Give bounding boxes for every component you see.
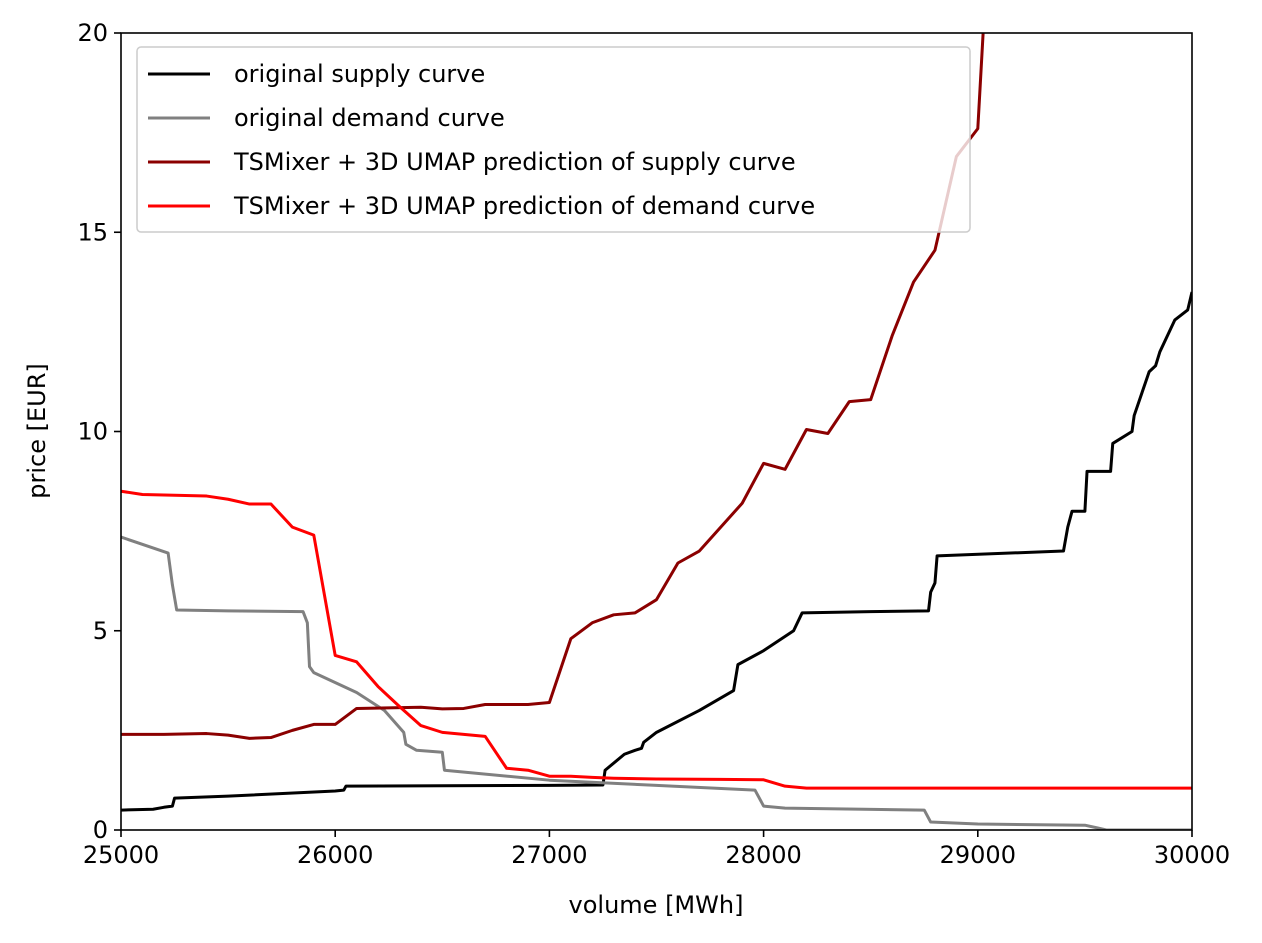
x-tick-label: 26000 xyxy=(297,841,373,869)
series-line-2 xyxy=(121,535,1192,830)
series-line-4 xyxy=(121,489,1192,790)
series-line-3 xyxy=(121,33,985,740)
x-tick-label: 27000 xyxy=(511,841,587,869)
legend-label: TSMixer + 3D UMAP prediction of demand c… xyxy=(233,192,815,220)
legend-box xyxy=(136,46,971,233)
legend-label: TSMixer + 3D UMAP prediction of supply c… xyxy=(233,148,796,176)
y-tick-label: 20 xyxy=(77,19,108,47)
legend: original supply curve original demand cur… xyxy=(136,46,971,233)
series-layer xyxy=(121,33,1192,830)
x-tick-label: 30000 xyxy=(1154,841,1230,869)
x-axis-label: volume [MWh] xyxy=(569,891,744,919)
x-tick-label: 28000 xyxy=(725,841,801,869)
x-tick-label: 25000 xyxy=(83,841,159,869)
series-line-1 xyxy=(121,291,1192,812)
y-tick-label: 15 xyxy=(77,218,108,246)
x-tick-label: 29000 xyxy=(940,841,1016,869)
legend-label: original supply curve xyxy=(234,60,485,88)
y-tick-label: 5 xyxy=(93,617,108,645)
y-axis-label: price [EUR] xyxy=(23,363,51,499)
axes-layer: 25000 26000 27000 28000 29000 30000 0 5 10 15 20 xyxy=(77,19,1230,869)
y-tick-label: 10 xyxy=(77,418,108,446)
legend-label: original demand curve xyxy=(234,104,505,132)
y-tick-label: 0 xyxy=(93,816,108,844)
